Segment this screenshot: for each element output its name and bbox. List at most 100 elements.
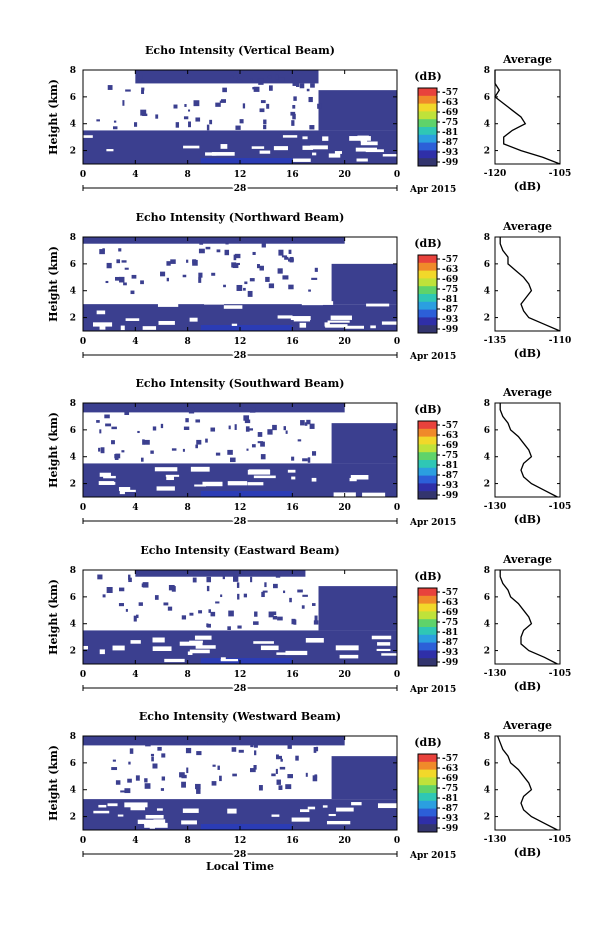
echo-speckle	[111, 426, 117, 430]
echo-gap	[107, 803, 118, 807]
echo-speckle	[206, 623, 209, 628]
y-tick-label: 2	[70, 647, 76, 657]
echo-gap	[376, 648, 391, 652]
echo-speckle	[181, 615, 187, 620]
echo-speckle	[99, 249, 105, 255]
echo-speckle	[267, 75, 272, 79]
echo-gap	[302, 136, 308, 140]
echo-speckle	[287, 743, 292, 749]
echo-speckle	[237, 593, 240, 600]
echo-speckle	[296, 82, 300, 87]
profile-frame	[494, 69, 561, 165]
panel-title: Echo Intensity (Eastward Beam)	[140, 544, 339, 557]
echo-speckle	[114, 454, 119, 460]
profile-y-tick-label: 6	[484, 426, 490, 436]
y-tick-label: 8	[70, 732, 76, 742]
echo-speckle	[193, 100, 200, 107]
echo-speckle	[292, 80, 299, 86]
profile-y-tick-label: 2	[484, 647, 490, 657]
colorbar-swatch	[418, 278, 437, 287]
echo-speckle	[118, 603, 124, 607]
colorbar-swatch	[418, 444, 437, 453]
echo-speckle	[287, 774, 293, 779]
echo-speckle	[143, 408, 146, 411]
colorbar-tick-label: -75	[442, 451, 458, 461]
colorbar-tick-label: -75	[442, 618, 458, 628]
profile-y-tick-label: 2	[484, 314, 490, 324]
echo-speckle	[96, 119, 100, 122]
echo-gap	[273, 146, 288, 151]
echo-gap	[287, 469, 296, 473]
date-suffix: Apr 2015	[409, 185, 456, 195]
echo-speckle	[260, 100, 266, 104]
echo-speckle	[217, 765, 220, 770]
y-axis-label: Height (km)	[47, 412, 60, 488]
echo-speckle	[250, 78, 253, 82]
echo-gap	[371, 635, 392, 640]
y-tick-label: 6	[70, 426, 76, 436]
echo-speckle	[278, 785, 283, 790]
echo-gap	[189, 649, 210, 654]
echo-gap	[202, 481, 223, 487]
profile-y-tick-label: 4	[484, 786, 490, 796]
echo-speckle	[185, 418, 189, 423]
x-tick-label: 8	[185, 337, 191, 347]
echo-speckle	[142, 113, 148, 117]
echo-gap	[365, 149, 384, 153]
echo-speckle	[247, 290, 253, 297]
x-axis-label: Local Time	[206, 860, 274, 873]
heatmap	[83, 70, 400, 164]
echo-speckle	[244, 281, 248, 285]
profile-y-tick-label: 2	[484, 147, 490, 157]
date-label: 28	[234, 517, 247, 527]
echo-speckle	[272, 611, 277, 616]
echo-speckle	[192, 577, 197, 583]
echo-speckle	[124, 788, 131, 794]
echo-speckle	[311, 277, 318, 280]
panel-title: Echo Intensity (Southward Beam)	[136, 377, 345, 390]
echo-region	[200, 325, 293, 331]
echo-gap	[324, 322, 330, 327]
echo-speckle	[233, 576, 239, 582]
echo-speckle	[184, 740, 188, 744]
echo-speckle	[150, 753, 155, 757]
x-tick-label: 0	[80, 503, 86, 513]
echo-gap	[339, 654, 359, 659]
echo-speckle	[249, 278, 255, 282]
echo-speckle	[106, 262, 112, 269]
colorbar-swatch	[418, 142, 437, 151]
echo-speckle	[287, 258, 294, 262]
colorbar-swatch	[418, 627, 437, 636]
y-axis-label: Height (km)	[47, 579, 60, 655]
echo-speckle	[237, 625, 242, 629]
profile-x-label: (dB)	[514, 680, 541, 693]
echo-speckle	[284, 742, 289, 745]
y-tick-label: 4	[70, 120, 76, 130]
echo-speckle	[115, 276, 120, 281]
echo-speckle	[305, 772, 308, 777]
echo-gap	[299, 322, 307, 328]
colorbar-tick-label: -63	[442, 265, 458, 275]
echo-speckle	[206, 585, 210, 592]
echo-speckle	[182, 448, 185, 452]
echo-speckle	[127, 778, 132, 783]
echo-gap	[220, 144, 228, 149]
date-label: 28	[234, 351, 247, 361]
echo-speckle	[228, 610, 234, 617]
echo-speckle	[257, 432, 263, 437]
profile-line	[499, 237, 561, 332]
echo-speckle	[313, 747, 317, 753]
echo-speckle	[152, 763, 158, 769]
x-tick-label: 12	[234, 337, 247, 347]
profile-x-tick-label: -110	[549, 336, 572, 346]
echo-speckle	[244, 419, 251, 424]
echo-speckle	[131, 274, 137, 279]
echo-gap	[327, 320, 350, 323]
colorbar-tick-label: -75	[442, 784, 458, 794]
date-suffix: Apr 2015	[409, 851, 456, 861]
echo-speckle	[253, 765, 257, 770]
echo-speckle	[215, 452, 221, 456]
echo-speckle	[150, 450, 154, 454]
colorbar-swatch	[418, 452, 437, 461]
profile-line	[499, 570, 558, 665]
